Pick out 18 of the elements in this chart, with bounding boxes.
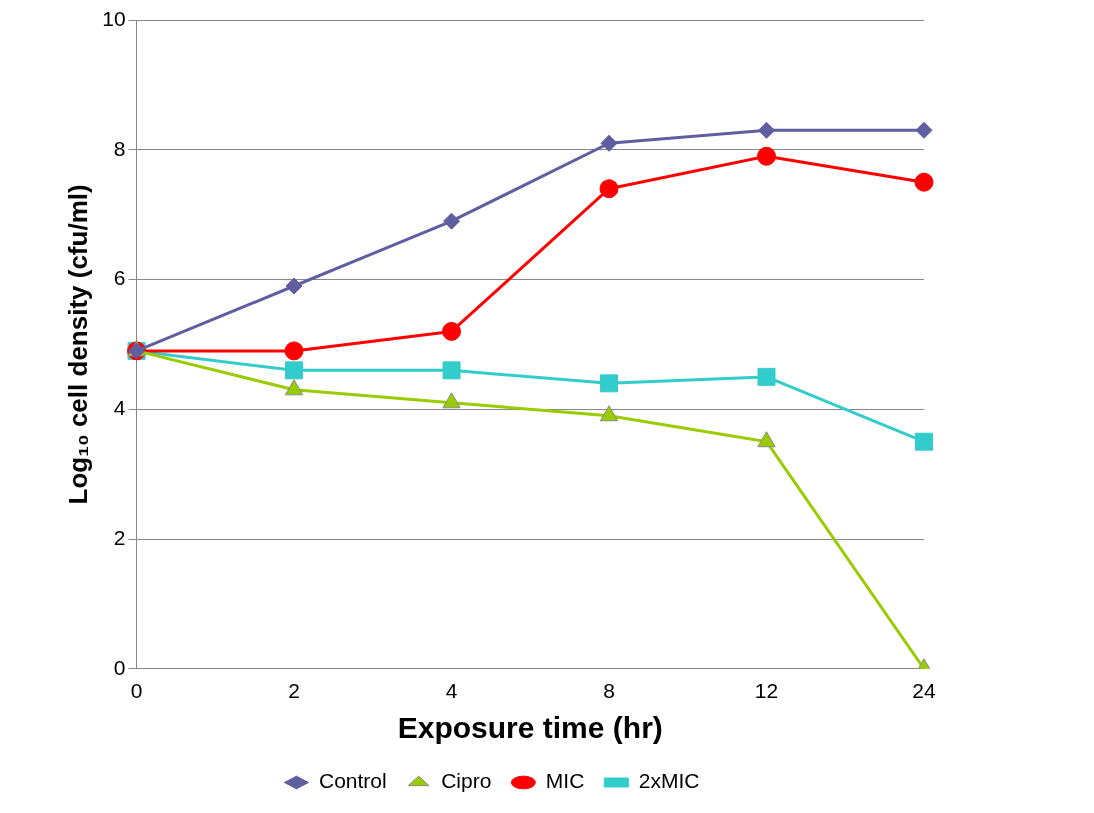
x-tick-label: 0 (130, 679, 143, 703)
y-tick-label: 2 (113, 525, 126, 549)
legend-label: Cipro (441, 769, 492, 793)
x-tick-label: 12 (754, 679, 779, 703)
x-axis-title: Exposure time (hr) (397, 711, 663, 745)
y-tick-label: 6 (113, 266, 126, 290)
x-tick-label: 4 (445, 679, 458, 703)
y-tick-label: 8 (113, 136, 126, 160)
legend-label: MIC (545, 769, 585, 793)
x-tick-label: 2 (288, 679, 300, 703)
y-tick-label: 0 (113, 655, 126, 679)
y-tick-label: 4 (113, 396, 126, 420)
y-axis-title: Log₁₀ cell density (cfu/ml) (62, 184, 93, 505)
y-tick-label: 10 (102, 6, 126, 30)
legend-label: 2xMIC (638, 769, 700, 793)
legend-label: Control (318, 769, 387, 793)
x-tick-label: 24 (912, 679, 936, 703)
x-tick-label: 8 (603, 679, 615, 703)
